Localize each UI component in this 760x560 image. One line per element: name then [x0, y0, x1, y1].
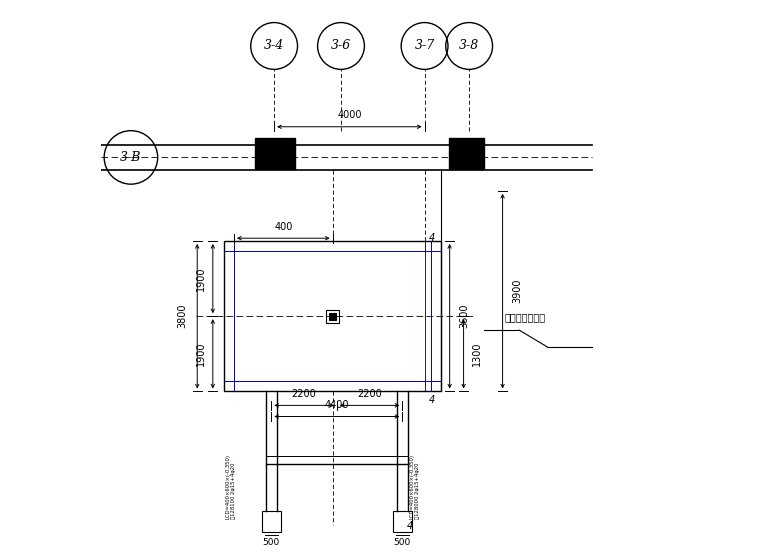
Text: 3-B: 3-B	[120, 151, 141, 164]
Text: 1300: 1300	[472, 342, 482, 366]
Text: 3900: 3900	[512, 279, 523, 304]
Text: 3-7: 3-7	[414, 39, 435, 53]
Text: 2200: 2200	[292, 389, 316, 399]
Bar	[326, 310, 339, 323]
Text: 500: 500	[394, 538, 411, 547]
Text: 4: 4	[407, 521, 413, 531]
Bar	[329, 312, 337, 320]
Text: 1900: 1900	[196, 267, 206, 291]
Text: 400: 400	[274, 222, 293, 231]
Text: 4400: 4400	[325, 400, 349, 410]
Text: 1900: 1900	[196, 342, 206, 366]
Text: LCD=400×600×(-0.350)
和128100 2φ15+4φ20: LCD=400×600×(-0.350) 和128100 2φ15+4φ20	[225, 454, 236, 519]
Text: 3-6: 3-6	[331, 39, 351, 53]
Text: 500: 500	[263, 538, 280, 547]
Text: 3600: 3600	[460, 304, 470, 329]
Text: 3-8: 3-8	[459, 39, 480, 53]
Text: 3800: 3800	[177, 304, 187, 329]
Text: 4: 4	[429, 395, 435, 405]
Text: 4: 4	[429, 233, 435, 243]
Text: 4000: 4000	[337, 110, 362, 120]
Text: LCD=400×600×(-0.350)
和128000 2φ15+4φ20: LCD=400×600×(-0.350) 和128000 2φ15+4φ20	[410, 454, 420, 519]
Bar	[255, 138, 295, 169]
Bar	[224, 241, 442, 391]
Text: 3-4: 3-4	[264, 39, 284, 53]
Bar	[262, 511, 280, 533]
Text: 地下室顶板边缘: 地下室顶板边缘	[505, 312, 546, 322]
Bar	[449, 138, 483, 169]
Text: 2200: 2200	[357, 389, 382, 399]
Bar	[393, 511, 412, 533]
